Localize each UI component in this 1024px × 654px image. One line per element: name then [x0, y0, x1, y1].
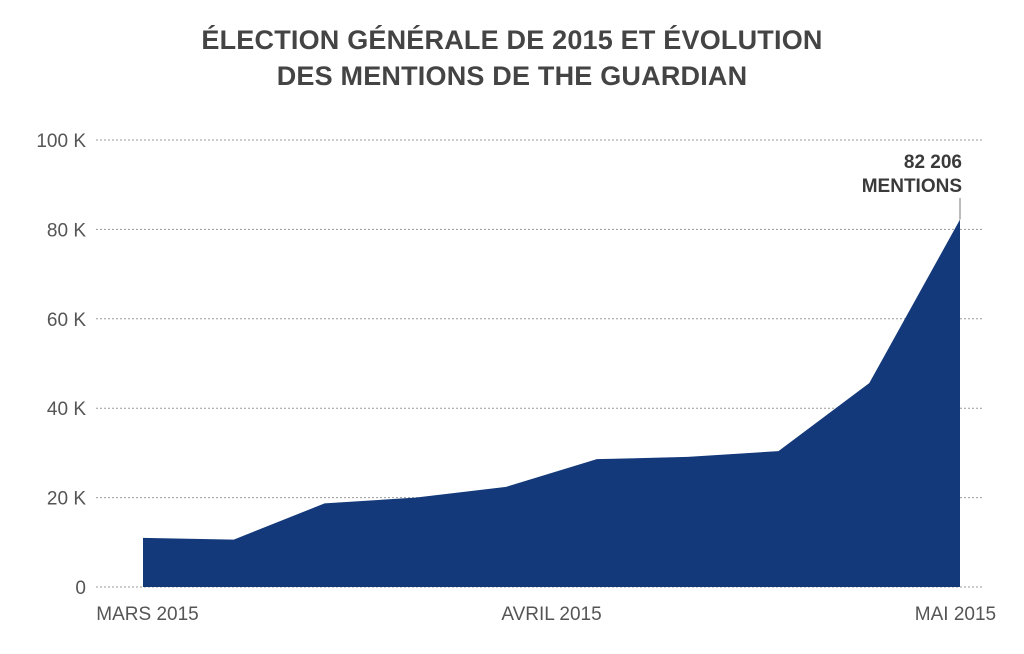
y-tick-label: 80 K	[47, 220, 86, 241]
y-tick-label: 20 K	[47, 489, 86, 510]
y-tick-label: 60 K	[47, 310, 86, 331]
x-tick-label: MAI 2015	[915, 604, 996, 625]
chart-title-line-2: DES MENTIONS DE THE GUARDIAN	[276, 61, 748, 91]
y-tick-label: 0	[75, 578, 86, 599]
area-series	[143, 219, 960, 587]
y-tick-label: 40 K	[47, 399, 86, 420]
x-tick-label: MARS 2015	[96, 604, 198, 625]
annotation-label: MENTIONS	[862, 176, 962, 197]
mentions-area	[143, 219, 960, 587]
chart-title: ÉLECTION GÉNÉRALE DE 2015 ET ÉVOLUTION D…	[0, 22, 1024, 94]
y-axis-ticks: 0 20 K 40 K 60 K 80 K 100 K	[36, 131, 86, 599]
x-axis-ticks: MARS 2015 AVRIL 2015 MAI 2015	[96, 604, 996, 625]
peak-annotation: 82 206 MENTIONS	[862, 152, 962, 220]
y-tick-label: 100 K	[36, 131, 86, 152]
x-tick-label: AVRIL 2015	[501, 604, 601, 625]
annotation-label: 82 206	[904, 152, 962, 173]
chart-title-line-1: ÉLECTION GÉNÉRALE DE 2015 ET ÉVOLUTION	[201, 25, 823, 55]
